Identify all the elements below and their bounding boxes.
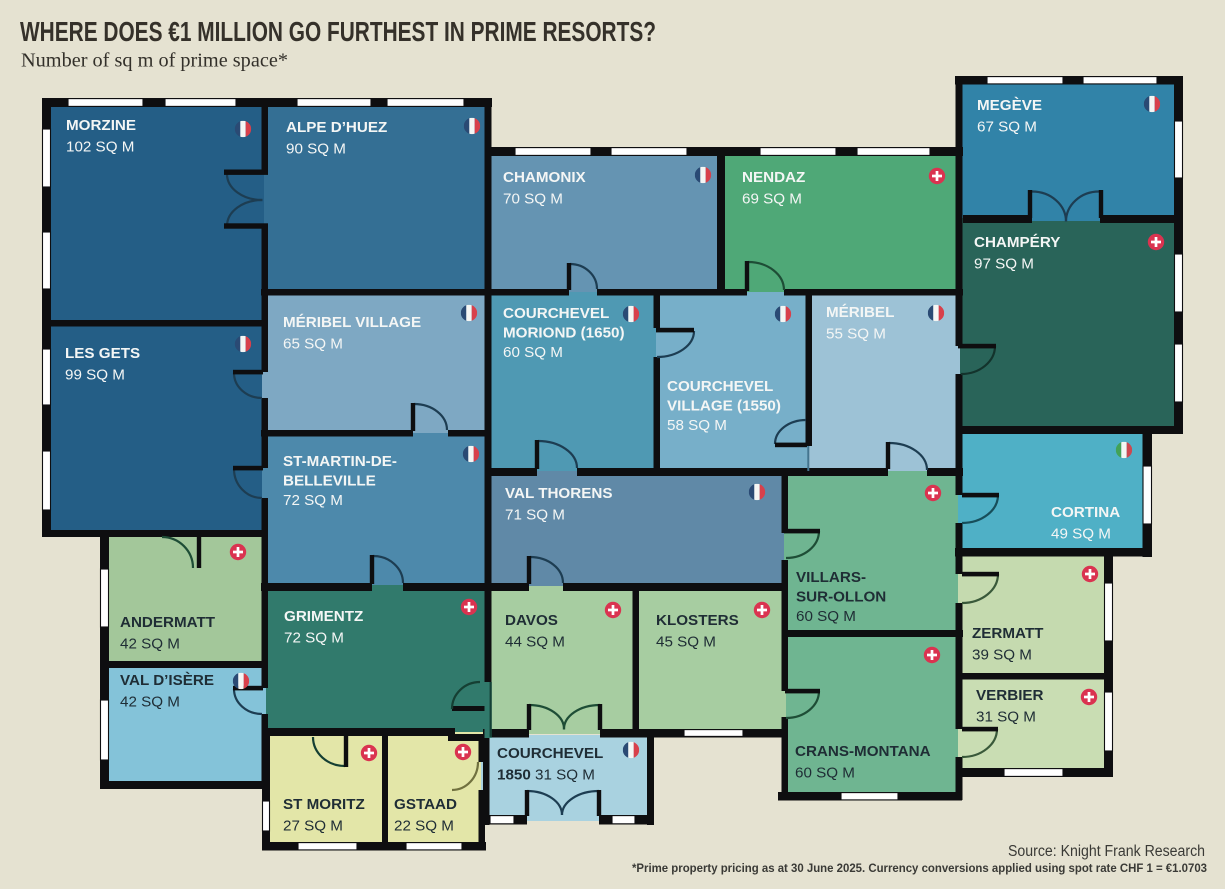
svg-text:MÉRIBEL VILLAGE: MÉRIBEL VILLAGE: [283, 314, 421, 331]
svg-text:72 SQ M: 72 SQ M: [283, 492, 343, 509]
svg-text:*Prime property pricing as at: *Prime property pricing as at 30 June 20…: [632, 861, 1207, 875]
svg-text:71 SQ M: 71 SQ M: [505, 507, 565, 524]
svg-text:44 SQ M: 44 SQ M: [505, 634, 565, 651]
svg-text:COURCHEVEL: COURCHEVEL: [497, 745, 603, 762]
svg-text:ALPE D’HUEZ: ALPE D’HUEZ: [286, 119, 387, 136]
svg-text:CHAMPÉRY: CHAMPÉRY: [974, 234, 1060, 251]
svg-text:1850 31 SQ M: 1850 31 SQ M: [497, 767, 595, 784]
svg-text:42 SQ M: 42 SQ M: [120, 636, 180, 653]
svg-text:55 SQ M: 55 SQ M: [826, 326, 886, 343]
svg-text:70 SQ M: 70 SQ M: [503, 191, 563, 208]
svg-text:60 SQ M: 60 SQ M: [503, 344, 563, 361]
svg-text:102 SQ M: 102 SQ M: [66, 139, 134, 156]
svg-text:CORTINA: CORTINA: [1051, 504, 1120, 521]
svg-text:31 SQ M: 31 SQ M: [976, 709, 1036, 726]
svg-text:ZERMATT: ZERMATT: [972, 625, 1044, 642]
svg-text:MEGÈVE: MEGÈVE: [977, 97, 1042, 114]
svg-text:Number of sq m of prime space*: Number of sq m of prime space*: [21, 50, 288, 72]
svg-text:DAVOS: DAVOS: [505, 612, 558, 629]
svg-text:COURCHEVEL: COURCHEVEL: [503, 305, 609, 322]
svg-text:ST-MARTIN-DE-: ST-MARTIN-DE-: [283, 453, 397, 470]
svg-text:VILLAGE (1550): VILLAGE (1550): [667, 398, 781, 415]
svg-text:VERBIER: VERBIER: [976, 687, 1044, 704]
svg-text:39 SQ M: 39 SQ M: [972, 647, 1032, 664]
svg-text:67 SQ M: 67 SQ M: [977, 119, 1037, 136]
svg-text:90 SQ M: 90 SQ M: [286, 141, 346, 158]
svg-text:ANDERMATT: ANDERMATT: [120, 614, 216, 631]
svg-text:KLOSTERS: KLOSTERS: [656, 612, 739, 629]
svg-text:VAL D’ISÈRE: VAL D’ISÈRE: [120, 672, 214, 689]
svg-text:MÉRIBEL: MÉRIBEL: [826, 304, 894, 321]
svg-text:WHERE DOES €1 MILLION GO FURTH: WHERE DOES €1 MILLION GO FURTHEST IN PRI…: [20, 16, 656, 47]
svg-text:72 SQ M: 72 SQ M: [284, 630, 344, 647]
svg-text:65 SQ M: 65 SQ M: [283, 336, 343, 353]
svg-text:CRANS-MONTANA: CRANS-MONTANA: [795, 743, 931, 760]
svg-text:CHAMONIX: CHAMONIX: [503, 169, 586, 186]
svg-text:VILLARS-: VILLARS-: [796, 569, 866, 586]
svg-text:69 SQ M: 69 SQ M: [742, 191, 802, 208]
svg-text:22 SQ M: 22 SQ M: [394, 818, 454, 835]
svg-text:SUR-OLLON: SUR-OLLON: [796, 589, 886, 606]
svg-text:ST MORITZ: ST MORITZ: [283, 796, 365, 813]
svg-text:COURCHEVEL: COURCHEVEL: [667, 378, 773, 395]
svg-text:58 SQ M: 58 SQ M: [667, 417, 727, 434]
svg-text:99 SQ M: 99 SQ M: [65, 367, 125, 384]
svg-text:27 SQ M: 27 SQ M: [283, 818, 343, 835]
svg-text:NENDAZ: NENDAZ: [742, 169, 805, 186]
svg-text:60 SQ M: 60 SQ M: [796, 608, 856, 625]
svg-text:97 SQ M: 97 SQ M: [974, 256, 1034, 273]
svg-text:42 SQ M: 42 SQ M: [120, 694, 180, 711]
svg-text:BELLEVILLE: BELLEVILLE: [283, 473, 376, 490]
svg-text:GSTAAD: GSTAAD: [394, 796, 457, 813]
svg-text:MORZINE: MORZINE: [66, 117, 136, 134]
svg-text:60 SQ M: 60 SQ M: [795, 765, 855, 782]
svg-text:45 SQ M: 45 SQ M: [656, 634, 716, 651]
svg-text:Source: Knight Frank Research: Source: Knight Frank Research: [1008, 843, 1205, 860]
svg-text:MORIOND (1650): MORIOND (1650): [503, 325, 625, 342]
svg-text:VAL THORENS: VAL THORENS: [505, 485, 612, 502]
svg-text:49 SQ M: 49 SQ M: [1051, 526, 1111, 543]
svg-text:GRIMENTZ: GRIMENTZ: [284, 608, 363, 625]
svg-text:LES GETS: LES GETS: [65, 345, 140, 362]
